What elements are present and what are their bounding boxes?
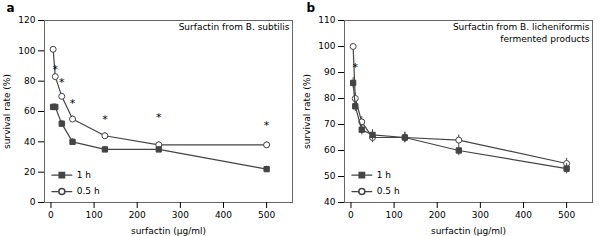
svg-text:100: 100: [86, 210, 103, 220]
svg-text:60: 60: [24, 106, 36, 116]
svg-text:1 h: 1 h: [377, 170, 391, 180]
svg-text:500: 500: [258, 210, 275, 220]
svg-text:surfactin (µg/ml): surfactin (µg/ml): [431, 226, 506, 236]
svg-text:80: 80: [24, 76, 36, 86]
svg-text:a: a: [7, 1, 15, 15]
svg-text:0.5 h: 0.5 h: [377, 186, 400, 196]
svg-text:110: 110: [318, 15, 335, 25]
svg-text:b: b: [307, 1, 316, 15]
svg-text:*: *: [353, 61, 359, 74]
svg-text:40: 40: [24, 137, 36, 147]
svg-text:100: 100: [18, 46, 35, 56]
svg-text:1 h: 1 h: [77, 170, 91, 180]
svg-text:0: 0: [30, 197, 36, 207]
svg-text:400: 400: [515, 210, 532, 220]
svg-text:survival rate (%): survival rate (%): [2, 74, 12, 149]
svg-text:120: 120: [18, 15, 35, 25]
svg-text:surfactin (µg/ml): surfactin (µg/ml): [131, 226, 206, 236]
svg-text:80: 80: [324, 93, 336, 103]
svg-text:Surfactin from B. subtilis: Surfactin from B. subtilis: [179, 22, 290, 32]
svg-text:60: 60: [324, 145, 336, 155]
svg-text:200: 200: [429, 210, 446, 220]
svg-text:40: 40: [324, 197, 336, 207]
svg-text:*: *: [59, 76, 65, 89]
svg-text:0: 0: [348, 210, 354, 220]
svg-text:300: 300: [472, 210, 489, 220]
svg-text:Surfactin from B. licheniformi: Surfactin from B. licheniformis: [453, 22, 590, 32]
svg-text:*: *: [70, 97, 76, 110]
svg-text:200: 200: [129, 210, 146, 220]
svg-text:400: 400: [215, 210, 232, 220]
svg-text:survival rate (%): survival rate (%): [302, 74, 312, 149]
svg-text:70: 70: [324, 119, 336, 129]
svg-text:20: 20: [24, 167, 36, 177]
svg-text:*: *: [53, 63, 59, 76]
svg-text:*: *: [156, 111, 162, 124]
svg-text:*: *: [102, 113, 108, 126]
svg-text:fermented products: fermented products: [500, 34, 590, 44]
svg-text:*: *: [264, 119, 270, 132]
svg-text:50: 50: [324, 171, 336, 181]
svg-text:100: 100: [386, 210, 403, 220]
svg-text:90: 90: [324, 67, 336, 77]
svg-text:300: 300: [172, 210, 189, 220]
svg-text:0: 0: [48, 210, 54, 220]
svg-text:0.5 h: 0.5 h: [77, 186, 100, 196]
svg-text:500: 500: [558, 210, 575, 220]
svg-text:100: 100: [318, 41, 335, 51]
